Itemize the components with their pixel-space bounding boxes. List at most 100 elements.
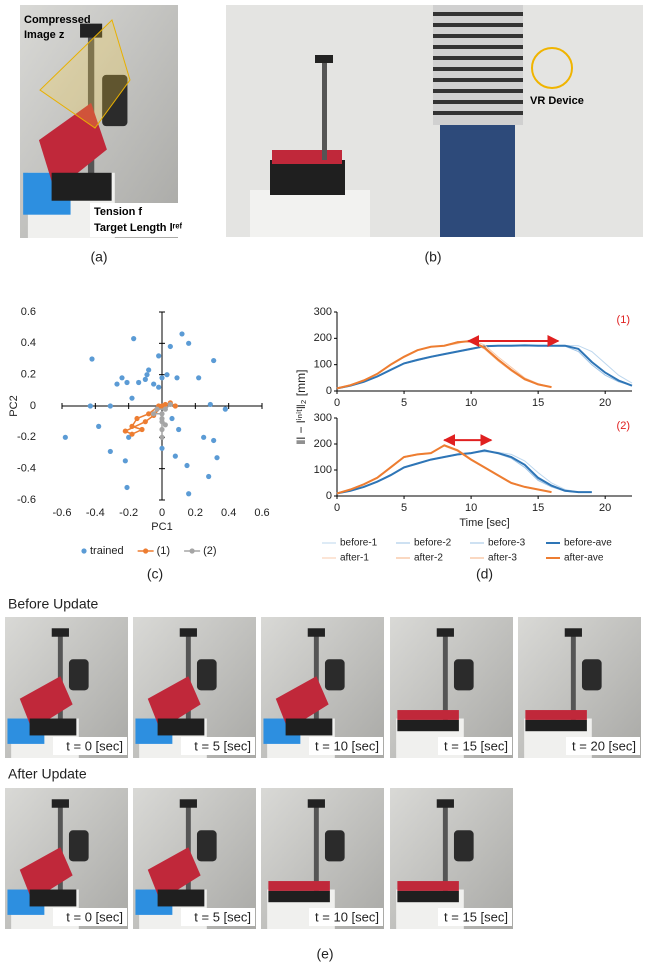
- y-tick-label: 300: [314, 412, 332, 424]
- robot-hand: [69, 659, 89, 690]
- legend-label: (2): [203, 545, 216, 557]
- point: [63, 435, 68, 440]
- stripe: [433, 34, 523, 38]
- time-label: t = 5 [sec]: [194, 909, 251, 924]
- y-tick-label: 300: [314, 306, 332, 318]
- series-line: [337, 445, 552, 493]
- point: [154, 407, 159, 412]
- caption: (b): [424, 249, 441, 265]
- y-tick-label: 0: [326, 385, 332, 397]
- point: [156, 353, 161, 358]
- point: [129, 396, 134, 401]
- camera: [52, 628, 69, 636]
- x-tick-label: 10: [465, 502, 477, 514]
- legend-label: trained: [90, 545, 124, 557]
- point: [163, 402, 168, 407]
- point: [169, 416, 174, 421]
- y-tick-label: 100: [314, 464, 332, 476]
- time-label: t = 0 [sec]: [66, 909, 123, 924]
- photo: [390, 788, 513, 929]
- case-lid: [268, 881, 330, 891]
- pole: [443, 634, 448, 721]
- case-lid: [397, 710, 459, 720]
- point: [124, 380, 129, 385]
- robot-hand: [325, 659, 345, 690]
- camera: [52, 799, 69, 807]
- series-line: [337, 451, 592, 494]
- point: [168, 402, 173, 407]
- photo: [133, 788, 256, 929]
- robot-hand: [454, 830, 474, 861]
- point: [164, 372, 169, 377]
- point: [159, 427, 164, 432]
- series-line: [337, 340, 552, 389]
- point: [223, 407, 228, 412]
- y-tick-label: 0.2: [21, 369, 36, 381]
- y-tick-label: -0.4: [17, 463, 36, 475]
- time-label: t = 15 [sec]: [444, 909, 508, 924]
- point: [173, 454, 178, 459]
- series-line: [337, 342, 552, 389]
- point: [159, 419, 164, 424]
- point: [129, 432, 134, 437]
- time-label: t = 0 [sec]: [66, 738, 123, 753]
- point: [201, 435, 206, 440]
- photo: [261, 788, 384, 929]
- case-body: [158, 719, 205, 736]
- stripe: [433, 89, 523, 93]
- pole: [322, 60, 327, 160]
- point: [211, 358, 216, 363]
- robot-hand: [197, 830, 217, 861]
- time-label: t = 10 [sec]: [315, 909, 379, 924]
- x-tick-label: -0.2: [119, 507, 138, 519]
- case-body: [158, 890, 205, 907]
- camera: [437, 799, 454, 807]
- x-tick-label: 20: [599, 397, 611, 409]
- point: [174, 375, 179, 380]
- point: [214, 455, 219, 460]
- y-tick-label: -0.6: [17, 494, 36, 506]
- time-label: t = 10 [sec]: [315, 738, 379, 753]
- point: [129, 424, 134, 429]
- point: [151, 411, 156, 416]
- case-body: [52, 173, 112, 201]
- caption: (a): [90, 249, 107, 265]
- point: [88, 403, 93, 408]
- series-line: [337, 345, 632, 388]
- x-tick-label: -0.6: [53, 507, 72, 519]
- y-tick-label: 0.4: [21, 337, 36, 349]
- point: [146, 367, 151, 372]
- point: [179, 331, 184, 336]
- series-line: [337, 341, 552, 388]
- case: [270, 160, 345, 195]
- point: [168, 344, 173, 349]
- camera: [180, 799, 197, 807]
- case-lid: [272, 150, 342, 164]
- point: [159, 375, 164, 380]
- point: [143, 419, 148, 424]
- robot-hand: [69, 830, 89, 861]
- y-axis-title: ‖l − lⁱⁿⁱᵗ‖₂ [mm]: [294, 370, 308, 445]
- y-tick-label: -0.2: [17, 431, 36, 443]
- robot-hand: [582, 659, 602, 690]
- label: Tension f: [94, 206, 142, 218]
- point: [131, 336, 136, 341]
- stand: [250, 190, 370, 237]
- pole: [571, 634, 576, 721]
- point: [184, 463, 189, 468]
- point: [123, 458, 128, 463]
- stripe: [433, 78, 523, 82]
- x-tick-label: 5: [401, 397, 407, 409]
- point: [89, 356, 94, 361]
- pole: [443, 805, 448, 892]
- legend-label: before-ave: [564, 538, 612, 549]
- series-line: [337, 345, 632, 388]
- photo: [518, 617, 641, 758]
- stripe: [433, 45, 523, 49]
- point: [151, 381, 156, 386]
- annotation: (1): [617, 314, 630, 326]
- annotation: (2): [617, 420, 630, 432]
- robot-hand: [197, 659, 217, 690]
- camera: [565, 628, 582, 636]
- point: [146, 411, 151, 416]
